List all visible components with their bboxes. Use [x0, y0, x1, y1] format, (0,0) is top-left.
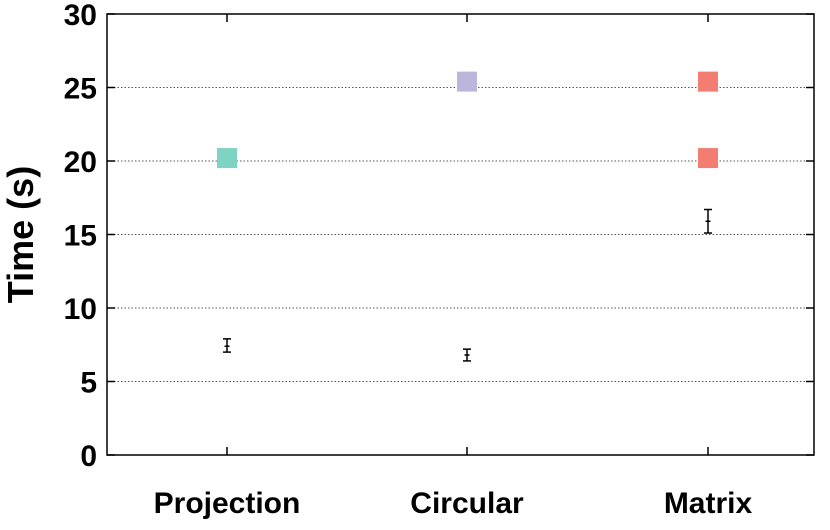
x-tick-label-matrix: Matrix [664, 487, 753, 520]
y-tick-labels: 0 5 10 15 20 25 30 [64, 0, 97, 473]
x-tick-labels: Projection Circular Matrix [154, 487, 753, 520]
errorbar-matrix [704, 208, 712, 234]
x-tick-label-projection: Projection [154, 487, 301, 520]
grid-lines [107, 87, 814, 382]
y-tick-label-20: 20 [64, 146, 97, 179]
axis-ticks [107, 13, 814, 456]
square-markers [217, 71, 718, 169]
y-tick-label-10: 10 [64, 293, 97, 326]
errorbar-projection [223, 338, 231, 353]
error-bars [223, 208, 712, 362]
y-tick-label-15: 15 [64, 220, 97, 253]
y-axis-title: Time (s) [0, 166, 41, 303]
y-tick-label-5: 5 [80, 367, 97, 400]
errorbar-circular [463, 348, 471, 362]
marker-projection-0 [217, 148, 237, 169]
x-tick-label-circular: Circular [410, 487, 524, 520]
y-tick-label-0: 0 [80, 440, 97, 473]
marker-circular-1 [457, 71, 477, 92]
marker-matrix-2 [698, 71, 718, 92]
marker-matrix-3 [698, 148, 718, 169]
y-tick-label-25: 25 [64, 73, 97, 106]
y-tick-label-30: 30 [64, 0, 97, 32]
